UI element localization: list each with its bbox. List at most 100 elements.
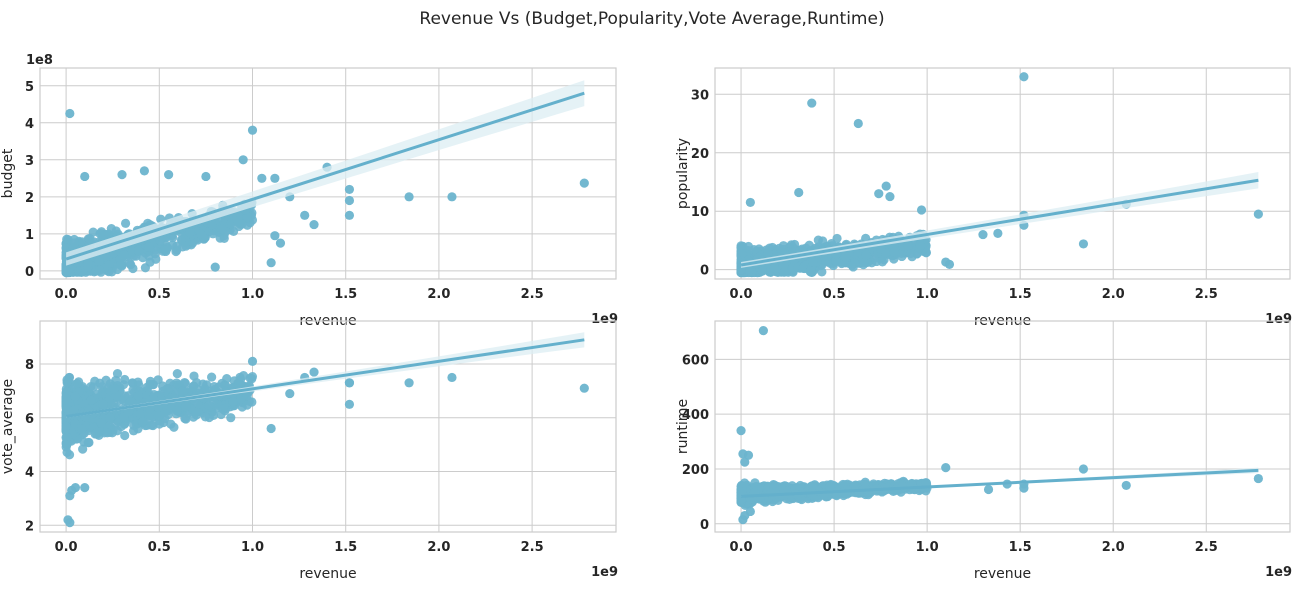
figure-title: Revenue Vs (Budget,Popularity,Vote Avera… — [419, 9, 884, 29]
panel3-point — [102, 428, 112, 438]
panel3-plot: 0.0 0.5 1.0 1.5 2.0 2.5 2 4 6 8 revenue vote_averag… — [0, 320, 618, 582]
panel3-frame — [39, 320, 617, 533]
panel1-point — [83, 259, 93, 269]
panel3-point — [70, 391, 80, 402]
panel2-point — [757, 266, 768, 276]
panel3-point — [111, 375, 121, 385]
panel3-point — [266, 423, 276, 434]
panel1-point — [100, 251, 111, 262]
panel2-point — [794, 187, 804, 198]
panel1-y-tick-label: 0 — [25, 265, 34, 280]
panel1-point — [144, 242, 154, 252]
panel2-point — [993, 228, 1003, 239]
panel3-x-tick-label: 1.0 — [241, 540, 264, 555]
panel2-point — [797, 244, 807, 254]
panel3-point — [153, 411, 164, 421]
panel3-point — [181, 401, 191, 412]
panel4-point — [736, 487, 747, 497]
panel3-point — [145, 404, 155, 414]
panel3-point — [204, 400, 214, 410]
panel3-point — [92, 389, 102, 399]
panel2-plot: 0.0 0.5 1.0 1.5 2.0 2.50102030revenuepopulari… — [675, 67, 1292, 329]
panel4-point — [736, 426, 746, 436]
panel1-point — [138, 253, 148, 263]
panel2-y-tick-label: 10 — [691, 205, 709, 220]
panel2-point — [849, 258, 860, 268]
panel2-y-tick-label: 20 — [691, 147, 709, 162]
panel3-point — [207, 372, 217, 382]
panel3-point — [62, 433, 72, 443]
panel1-point — [104, 258, 115, 268]
panel1-point — [233, 218, 244, 228]
panel4-x-tick-label: 2.5 — [1195, 540, 1218, 555]
panel3-point — [169, 422, 179, 432]
panel3-point — [68, 405, 79, 415]
panel1-confidence-band — [66, 80, 585, 266]
panel3-point — [228, 397, 238, 407]
panel1-point — [94, 265, 105, 275]
panel4-point — [740, 457, 750, 467]
panel4-point — [941, 463, 951, 473]
panel3-point — [133, 424, 143, 434]
panel3-point — [78, 444, 88, 454]
panel2-point — [915, 240, 925, 250]
panel1-point — [85, 233, 95, 244]
panel4-point — [1019, 483, 1029, 493]
panel2-point — [805, 266, 816, 276]
panel4-x-offset-label: 1e9 — [1265, 565, 1292, 580]
panel2-point — [813, 235, 823, 245]
panel1-point — [275, 238, 286, 248]
panel1-y-tick-label: 2 — [25, 191, 34, 206]
panel1-point — [344, 184, 355, 195]
panel4-point — [860, 477, 870, 487]
panel3-point — [404, 378, 414, 388]
panel2-y-tick-label: 30 — [691, 88, 709, 103]
panel2-point — [1019, 72, 1029, 82]
panel2-point — [1253, 209, 1263, 219]
panel2-point — [871, 256, 882, 267]
panel3-point — [120, 374, 130, 385]
panel3-point — [344, 378, 355, 388]
panel1-point — [247, 125, 258, 135]
panel3-point — [242, 390, 252, 401]
panel1-y-tick-label: 4 — [25, 117, 34, 132]
panel2-point — [944, 259, 955, 269]
panel3-x-tick-label: 1.5 — [334, 540, 357, 555]
panel1-point — [119, 250, 129, 260]
panel1-point — [94, 256, 104, 266]
panel2-point — [853, 118, 863, 129]
panel1-point — [579, 178, 589, 188]
panel3-point — [62, 397, 72, 407]
panel2-point — [1078, 239, 1089, 249]
panel4-point — [921, 478, 931, 488]
panel2-point — [831, 256, 841, 266]
panel3-y-tick-label: 4 — [25, 466, 34, 481]
panel1-point — [164, 170, 174, 180]
panel4-points — [736, 325, 1263, 525]
panel3-point — [111, 391, 121, 401]
panel3-x-tick-label: 0.5 — [148, 540, 171, 555]
panel2-point — [861, 250, 871, 261]
panel2-x-tick-label: 1.0 — [916, 287, 939, 302]
panel1-point — [266, 258, 276, 268]
panel3-x-tick-label: 2.5 — [521, 540, 544, 555]
panel1-y-tick-label: 3 — [25, 154, 34, 169]
panel1-point — [80, 171, 90, 182]
panel3-point — [120, 430, 130, 441]
panel3-point — [88, 382, 98, 392]
panel4-point — [745, 506, 755, 517]
panel1-x-tick-label: 2.0 — [427, 287, 450, 302]
panel3-y-axis-label: vote_average — [0, 379, 16, 474]
panel1-x-tick-label: 0.5 — [148, 287, 171, 302]
panel1-point — [201, 171, 211, 182]
panel2-point — [916, 205, 927, 215]
panel2-x-offset-label: 1e9 — [1265, 312, 1292, 327]
panel1-point — [242, 212, 252, 222]
panel3-point — [90, 429, 100, 439]
panel2-x-tick-label: 1.5 — [1009, 287, 1032, 302]
panel1-point — [238, 155, 248, 165]
panel1-point — [196, 229, 206, 239]
panel1-point — [447, 192, 457, 202]
panel4-x-tick-label: 1.5 — [1009, 540, 1032, 555]
